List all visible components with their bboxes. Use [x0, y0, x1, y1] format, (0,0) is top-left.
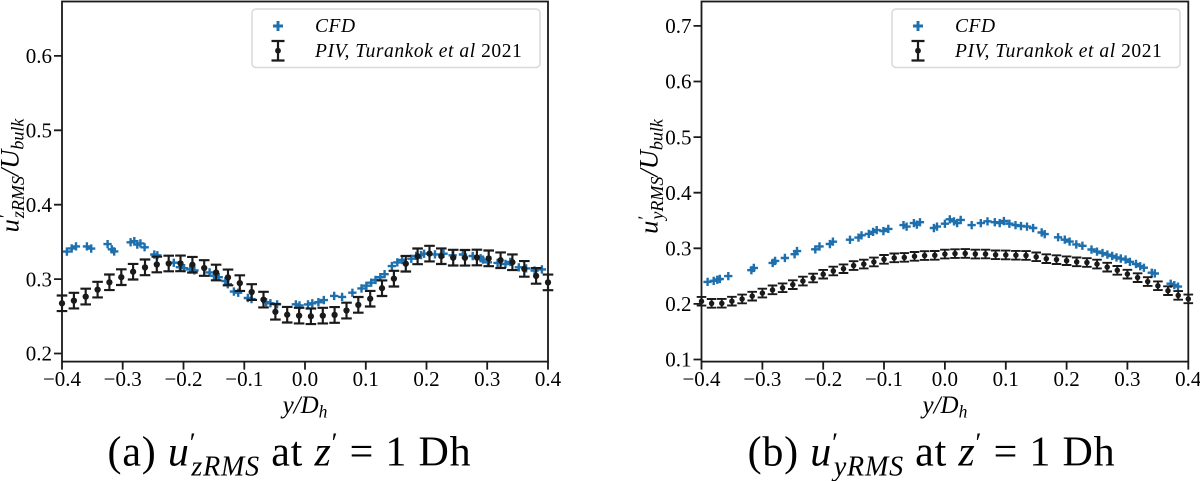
svg-text:0.4: 0.4: [1175, 367, 1200, 391]
svg-text:CFD: CFD: [315, 16, 356, 37]
svg-text:0.7: 0.7: [665, 14, 691, 38]
svg-text:0.2: 0.2: [413, 367, 439, 391]
svg-text:0.6: 0.6: [26, 44, 52, 68]
svg-text:u′zRMS/Ubulk: u′zRMS/Ubulk: [0, 118, 28, 233]
svg-text:0.3: 0.3: [665, 237, 691, 261]
svg-text:−0.2: −0.2: [804, 367, 842, 391]
svg-text:0.4: 0.4: [665, 181, 692, 205]
svg-text:0.2: 0.2: [665, 292, 691, 316]
svg-text:0.3: 0.3: [26, 267, 52, 291]
svg-text:−0.3: −0.3: [104, 367, 142, 391]
svg-text:0.2: 0.2: [1053, 367, 1079, 391]
svg-text:0.0: 0.0: [292, 367, 318, 391]
svg-text:−0.1: −0.1: [225, 367, 263, 391]
svg-text:0.4: 0.4: [535, 367, 562, 391]
svg-text:CFD: CFD: [955, 16, 996, 37]
svg-text:0.3: 0.3: [474, 367, 500, 391]
svg-text:0.0: 0.0: [932, 367, 958, 391]
svg-text:0.2: 0.2: [26, 342, 52, 366]
svg-text:y/Dh: y/Dh: [280, 392, 328, 422]
svg-text:−0.2: −0.2: [164, 367, 202, 391]
svg-text:y/Dh: y/Dh: [919, 392, 967, 422]
svg-text:(a) u′zRMS at z′ = 1 Dh: (a) u′ zRMS at z′ = 1 Dh: [108, 428, 472, 481]
svg-text:0.6: 0.6: [665, 70, 691, 94]
svg-text:0.1: 0.1: [993, 367, 1019, 391]
svg-text:−0.4: −0.4: [682, 367, 721, 391]
svg-text:0.1: 0.1: [353, 367, 379, 391]
svg-text:0.5: 0.5: [665, 125, 691, 149]
svg-text:0.5: 0.5: [26, 119, 52, 143]
svg-text:PIV, Turankok et al 2021: PIV, Turankok et al 2021: [954, 41, 1162, 62]
svg-text:0.3: 0.3: [1114, 367, 1140, 391]
svg-text:PIV, Turankok et al 2021: PIV, Turankok et al 2021: [314, 41, 522, 62]
svg-text:(b) u′yRMS at z′ = 1 Dh: (b) u′ yRMS at z′ = 1 Dh: [748, 428, 1116, 481]
svg-text:0.1: 0.1: [665, 348, 691, 372]
svg-text:−0.4: −0.4: [43, 367, 82, 391]
svg-text:u′yRMS/Ubulk: u′yRMS/Ubulk: [634, 118, 668, 234]
svg-text:−0.3: −0.3: [743, 367, 781, 391]
svg-text:−0.1: −0.1: [865, 367, 903, 391]
svg-text:0.4: 0.4: [26, 193, 53, 217]
